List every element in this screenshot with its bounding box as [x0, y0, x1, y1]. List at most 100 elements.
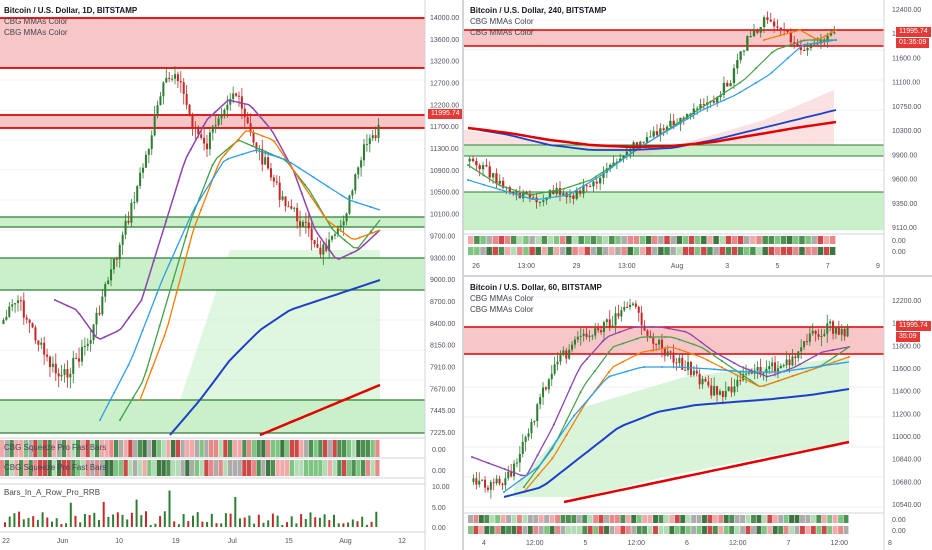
4h-price-tick: 9600.00: [892, 177, 917, 184]
daily-histogram-bar: [314, 517, 317, 527]
4h-candle: [786, 30, 789, 32]
daily-purple-ma: [54, 99, 381, 340]
1h-orange-ma-dot: [621, 360, 624, 363]
daily-cyan-ma-dot: [284, 158, 287, 161]
1h-purple-ma-dot: [766, 375, 769, 378]
1h-squeeze-bar: [832, 515, 838, 523]
4h-candle: [622, 155, 625, 159]
daily-squeeze-bar-2: [4, 460, 10, 476]
1h-purple-ma-dot: [552, 423, 555, 426]
daily-candle: [130, 202, 133, 223]
daily-histogram-bar: [13, 513, 16, 527]
daily-histogram-bar: [267, 520, 270, 527]
daily-squeeze-bar-2: [213, 460, 219, 476]
daily-candle: [165, 77, 168, 83]
4h-candle: [772, 21, 776, 27]
4h-green-ma-dot: [803, 39, 805, 42]
chart-pane-1h[interactable]: 12200.0012000.0011800.0011600.0011400.00…: [464, 277, 932, 550]
1h-candle: [530, 422, 533, 434]
1h-squeeze-bar-2: [484, 526, 490, 534]
daily-squeeze-bar-2: [19, 460, 24, 476]
daily-chart-canvas[interactable]: 14000.00 13600.00 13200.00 12700.00 12200.00…: [0, 0, 462, 550]
4h-squeeze-bar: [541, 236, 548, 244]
1h-candle: [573, 339, 576, 345]
daily-squeeze-bar-2: [128, 460, 133, 476]
1h-squeeze-bar: [527, 515, 533, 523]
4h-squeeze-bar: [602, 236, 609, 244]
daily-histogram-bar: [281, 524, 284, 527]
1h-candle: [756, 367, 759, 371]
daily-candle: [333, 234, 336, 236]
chart-pane-daily[interactable]: 14000.00 13600.00 13200.00 12700.00 12200.00…: [0, 0, 462, 550]
4h-candle: [732, 68, 736, 84]
1h-purple-ma-dot: [520, 474, 523, 477]
daily-squeeze-bar: [61, 440, 67, 457]
daily-squeeze-bar: [80, 440, 86, 457]
1h-candle: [591, 335, 594, 337]
1h-green-ma-dot: [720, 359, 723, 362]
1h-squeeze-bar: [723, 515, 729, 523]
daily-candle: [328, 239, 331, 251]
1h-squeeze-bar-2: [614, 526, 620, 534]
1h-purple-ma-dot: [831, 349, 834, 352]
daily-candle: [252, 132, 255, 143]
1h-chart-canvas[interactable]: 12200.0012000.0011800.0011600.0011400.00…: [464, 277, 932, 550]
daily-squeeze-bar: [232, 440, 238, 457]
daily-histogram-bar: [262, 522, 265, 527]
daily-squeeze-bar: [133, 440, 138, 457]
4h-candle: [522, 192, 525, 199]
1h-green-ma-dot: [664, 336, 667, 338]
daily-squeeze-bar-2: [289, 460, 295, 476]
1h-cyan-ma-dot: [731, 369, 734, 372]
1h-cyan-ma-dot: [801, 367, 804, 370]
daily-price-tick: 7445.00: [430, 408, 455, 415]
4h-squeeze-bar-2: [652, 247, 658, 255]
4h-squeeze-bar: [719, 236, 725, 244]
4h-squeeze-bar-2: [615, 247, 621, 255]
1h-squeeze-bar-2: [473, 526, 479, 534]
1h-squeeze-bar: [593, 515, 599, 523]
daily-green-ma-dot: [251, 144, 254, 147]
4h-squeeze-bar-2: [584, 247, 591, 255]
chart-pane-4h[interactable]: 12400.00 11995.74 11600.00 11100.00 10750.00…: [464, 0, 932, 275]
daily-candle: [267, 157, 270, 169]
daily-candle: [31, 323, 34, 328]
1h-candle: [565, 350, 568, 359]
daily-histogram-bar: [187, 521, 190, 527]
1h-price-tick: 11800.00: [892, 343, 921, 350]
1h-cyan-ma-dot: [695, 367, 698, 370]
1h-purple-ma-dot: [618, 331, 621, 334]
1h-squeeze-bar: [827, 515, 833, 523]
pane-divider[interactable]: [462, 0, 464, 550]
1h-cyan-ma-dot: [625, 370, 628, 373]
1h-candle: [614, 313, 617, 326]
daily-price-tick: 11300.00: [430, 146, 459, 153]
1h-candle: [608, 319, 611, 327]
pane-divider-horizontal[interactable]: [464, 275, 932, 277]
daily-price-tick: 10500.00: [430, 190, 459, 197]
4h-chart-canvas[interactable]: 12400.00 11995.74 11600.00 11100.00 10750.00…: [464, 0, 932, 275]
4h-candle: [752, 30, 756, 37]
4h-candle: [578, 190, 582, 194]
4h-cyan-ma-dot: [531, 198, 533, 201]
daily-squeeze-bar-2: [346, 460, 352, 476]
4h-cyan-ma-dot: [499, 188, 501, 191]
daily-histogram-bar: [88, 515, 91, 527]
4h-candle: [702, 104, 706, 106]
daily-candle: [37, 340, 40, 345]
1h-purple-ma-dot: [536, 454, 539, 457]
daily-candle: [159, 96, 162, 106]
daily-squeeze-bar-2: [342, 460, 347, 476]
4h-candle: [585, 185, 588, 187]
daily-cyan-ma-dot: [170, 258, 173, 261]
1h-candle: [771, 362, 774, 367]
4h-candle: [568, 195, 572, 198]
daily-squeeze-bar-2: [38, 460, 43, 476]
daily-squeeze-bar-2: [251, 460, 257, 476]
1h-squeeze-bar: [696, 515, 702, 523]
1h-green-ma-dot: [579, 391, 582, 394]
daily-histogram-bar: [140, 515, 143, 527]
daily-histogram-bar: [149, 524, 152, 527]
daily-squeeze-bar-2: [0, 460, 5, 476]
1h-chart-title: Bitcoin / U.S. Dollar, 60, BITSTAMP: [470, 283, 602, 292]
